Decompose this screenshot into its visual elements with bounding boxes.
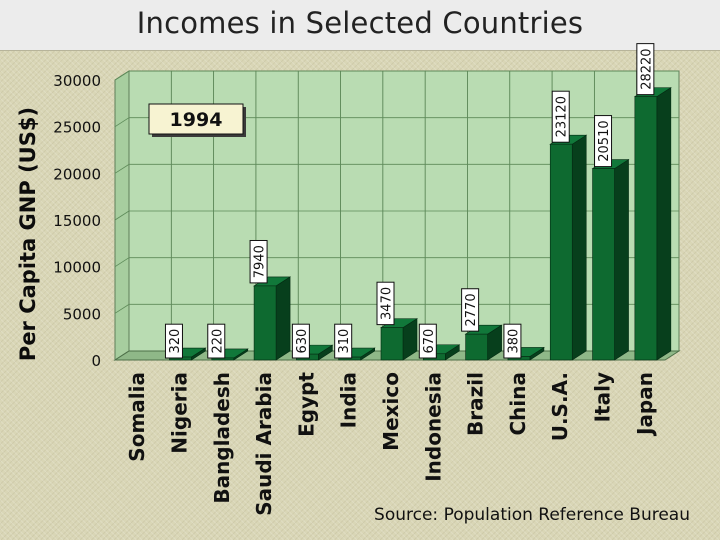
x-tick-label: Japan xyxy=(633,372,657,437)
y-tick-label: 10000 xyxy=(53,259,101,277)
data-label-box xyxy=(249,239,268,284)
data-label: 28220 xyxy=(639,48,654,89)
title-bar: Incomes in Selected Countries xyxy=(0,0,720,51)
annotation-box xyxy=(148,103,244,135)
data-label: 7940 xyxy=(253,245,268,278)
data-label-box xyxy=(376,281,395,326)
data-label-box xyxy=(461,288,480,332)
data-label: 23120 xyxy=(555,96,570,137)
data-label-box xyxy=(334,323,353,359)
data-label: 20510 xyxy=(597,120,612,161)
x-tick-label: U.S.A. xyxy=(548,372,572,441)
gridline-side xyxy=(114,257,130,268)
data-label-box xyxy=(551,90,570,143)
data-label: 3470 xyxy=(380,287,395,320)
x-tick-label: Indonesia xyxy=(421,372,445,482)
y-tick-label: 30000 xyxy=(53,72,101,90)
bar xyxy=(465,333,488,361)
data-label-box xyxy=(503,323,522,359)
bar xyxy=(380,327,404,361)
annotation-year: 1994 xyxy=(170,109,223,131)
data-label: 220 xyxy=(210,329,225,354)
data-label: 670 xyxy=(422,329,437,354)
y-tick-label: 0 xyxy=(91,352,101,370)
gridline-side xyxy=(114,163,130,174)
bar xyxy=(592,168,615,361)
x-tick-label: Italy xyxy=(591,372,615,422)
x-tick-label: Nigeria xyxy=(167,372,191,454)
bar xyxy=(549,143,573,361)
bar xyxy=(253,285,277,361)
data-label: 320 xyxy=(168,329,183,354)
data-label-box xyxy=(418,323,437,359)
data-label: 2770 xyxy=(464,293,479,326)
data-label-box xyxy=(291,323,310,359)
x-tick-label: China xyxy=(506,372,530,436)
source-note: Source: Population Reference Bureau xyxy=(374,505,690,525)
bar-side xyxy=(571,134,587,361)
x-tick-label: Brazil xyxy=(464,372,488,436)
y-tick-label: 15000 xyxy=(53,212,101,230)
y-tick-label: 25000 xyxy=(53,119,101,137)
gridline-side xyxy=(114,70,130,81)
gridline-side xyxy=(114,210,130,221)
x-tick-label: Saudi Arabia xyxy=(252,372,276,516)
data-label: 310 xyxy=(337,329,352,354)
y-tick-label: 5000 xyxy=(63,305,101,323)
data-label: 380 xyxy=(506,329,521,354)
bar-side xyxy=(656,87,672,361)
x-tick-label: India xyxy=(337,372,361,428)
x-tick-label: Bangladesh xyxy=(210,372,234,504)
data-label-box xyxy=(594,115,613,168)
x-tick-label: Egypt xyxy=(294,372,318,437)
bar-side xyxy=(275,276,291,361)
gridline-side xyxy=(114,117,130,128)
data-label-box xyxy=(207,323,226,359)
data-label: 630 xyxy=(295,329,310,354)
chart-title: Incomes in Selected Countries xyxy=(136,6,584,40)
data-label-box xyxy=(636,43,655,96)
bar-side xyxy=(614,159,629,361)
y-tick-label: 20000 xyxy=(53,165,101,183)
bar xyxy=(634,96,658,361)
data-label-box xyxy=(164,323,183,359)
x-tick-label: Mexico xyxy=(379,372,403,451)
x-tick-label: Somalia xyxy=(125,372,149,462)
gridline-side xyxy=(114,303,130,314)
